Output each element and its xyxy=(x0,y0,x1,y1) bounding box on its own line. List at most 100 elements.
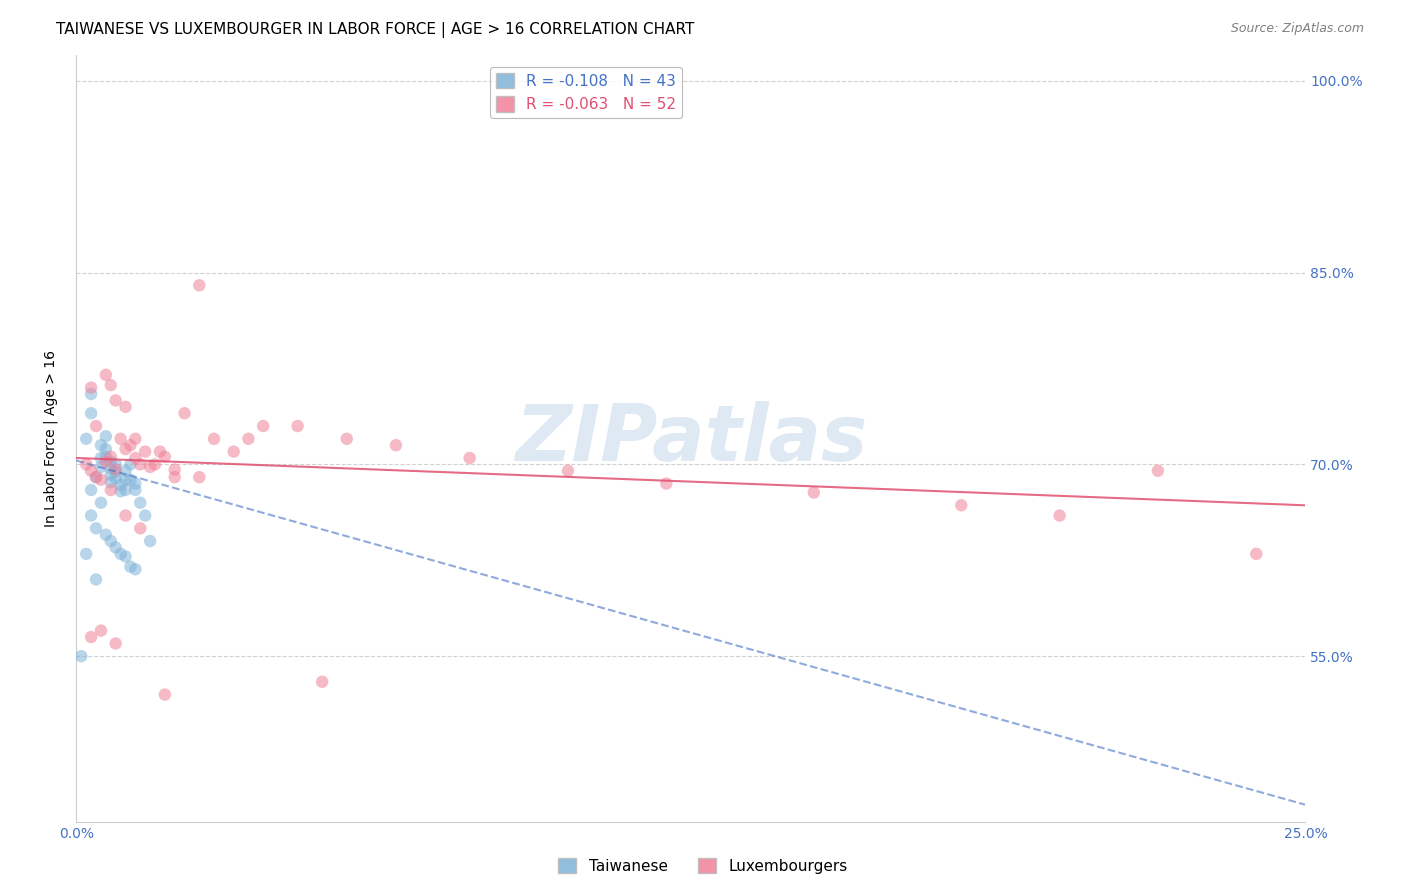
Point xyxy=(75,458,97,472)
Point xyxy=(950,498,973,512)
Point xyxy=(94,450,117,464)
Point xyxy=(94,429,117,443)
Point xyxy=(153,688,176,702)
Point xyxy=(188,278,211,293)
Point xyxy=(104,636,127,650)
Point xyxy=(80,464,103,478)
Point xyxy=(114,483,136,497)
Text: ZIPatlas: ZIPatlas xyxy=(515,401,868,477)
Point xyxy=(90,496,112,510)
Point xyxy=(104,541,127,555)
Point xyxy=(149,444,172,458)
Point xyxy=(100,378,122,392)
Point xyxy=(188,470,211,484)
Point xyxy=(94,368,117,382)
Point xyxy=(557,464,579,478)
Point xyxy=(143,458,166,472)
Point xyxy=(124,562,146,576)
Point xyxy=(100,455,122,469)
Point xyxy=(100,483,122,497)
Point xyxy=(163,470,186,484)
Point xyxy=(80,483,103,497)
Point xyxy=(104,465,127,479)
Point xyxy=(100,534,122,549)
Point xyxy=(80,630,103,644)
Legend: Taiwanese, Luxembourgers: Taiwanese, Luxembourgers xyxy=(553,852,853,880)
Point xyxy=(129,521,152,535)
Point xyxy=(80,508,103,523)
Point xyxy=(90,459,112,474)
Point xyxy=(287,419,309,434)
Text: TAIWANESE VS LUXEMBOURGER IN LABOR FORCE | AGE > 16 CORRELATION CHART: TAIWANESE VS LUXEMBOURGER IN LABOR FORCE… xyxy=(56,22,695,38)
Point xyxy=(129,496,152,510)
Point xyxy=(84,419,107,434)
Point xyxy=(104,458,127,472)
Point xyxy=(803,485,825,500)
Point xyxy=(100,475,122,490)
Point xyxy=(80,381,103,395)
Point xyxy=(173,406,195,420)
Point xyxy=(84,573,107,587)
Point xyxy=(75,547,97,561)
Point xyxy=(104,462,127,476)
Point xyxy=(70,649,93,664)
Point xyxy=(134,444,156,458)
Point xyxy=(124,432,146,446)
Point xyxy=(311,674,333,689)
Point xyxy=(120,473,142,487)
Point xyxy=(84,470,107,484)
Point xyxy=(80,406,103,420)
Point xyxy=(134,508,156,523)
Point xyxy=(114,508,136,523)
Point xyxy=(120,559,142,574)
Point xyxy=(110,484,132,499)
Point xyxy=(458,450,481,465)
Text: Source: ZipAtlas.com: Source: ZipAtlas.com xyxy=(1230,22,1364,36)
Point xyxy=(75,432,97,446)
Point xyxy=(104,393,127,408)
Point xyxy=(222,444,245,458)
Point xyxy=(100,461,122,475)
Point xyxy=(100,450,122,464)
Point xyxy=(129,458,152,472)
Point xyxy=(163,462,186,476)
Point xyxy=(90,450,112,465)
Point xyxy=(110,547,132,561)
Point xyxy=(153,450,176,464)
Point xyxy=(114,442,136,456)
Point xyxy=(110,432,132,446)
Point xyxy=(114,549,136,564)
Point xyxy=(84,470,107,484)
Point xyxy=(124,476,146,491)
Point xyxy=(120,458,142,472)
Point xyxy=(124,450,146,465)
Point xyxy=(114,400,136,414)
Point xyxy=(1244,547,1267,561)
Point xyxy=(94,527,117,541)
Point xyxy=(252,419,274,434)
Point xyxy=(385,438,408,452)
Point xyxy=(90,438,112,452)
Point xyxy=(100,467,122,482)
Point xyxy=(139,534,162,549)
Point xyxy=(1049,508,1071,523)
Point xyxy=(202,432,225,446)
Point xyxy=(114,473,136,487)
Point xyxy=(139,459,162,474)
Y-axis label: In Labor Force | Age > 16: In Labor Force | Age > 16 xyxy=(44,351,58,527)
Point xyxy=(110,478,132,492)
Point xyxy=(1147,464,1170,478)
Point xyxy=(114,464,136,478)
Point xyxy=(238,432,260,446)
Legend: R = -0.108   N = 43, R = -0.063   N = 52: R = -0.108 N = 43, R = -0.063 N = 52 xyxy=(489,67,682,119)
Point xyxy=(80,387,103,401)
Point xyxy=(90,473,112,487)
Point xyxy=(124,483,146,497)
Point xyxy=(120,438,142,452)
Point xyxy=(90,624,112,638)
Point xyxy=(655,476,678,491)
Point xyxy=(84,521,107,535)
Point xyxy=(94,442,117,456)
Point xyxy=(104,471,127,485)
Point xyxy=(336,432,359,446)
